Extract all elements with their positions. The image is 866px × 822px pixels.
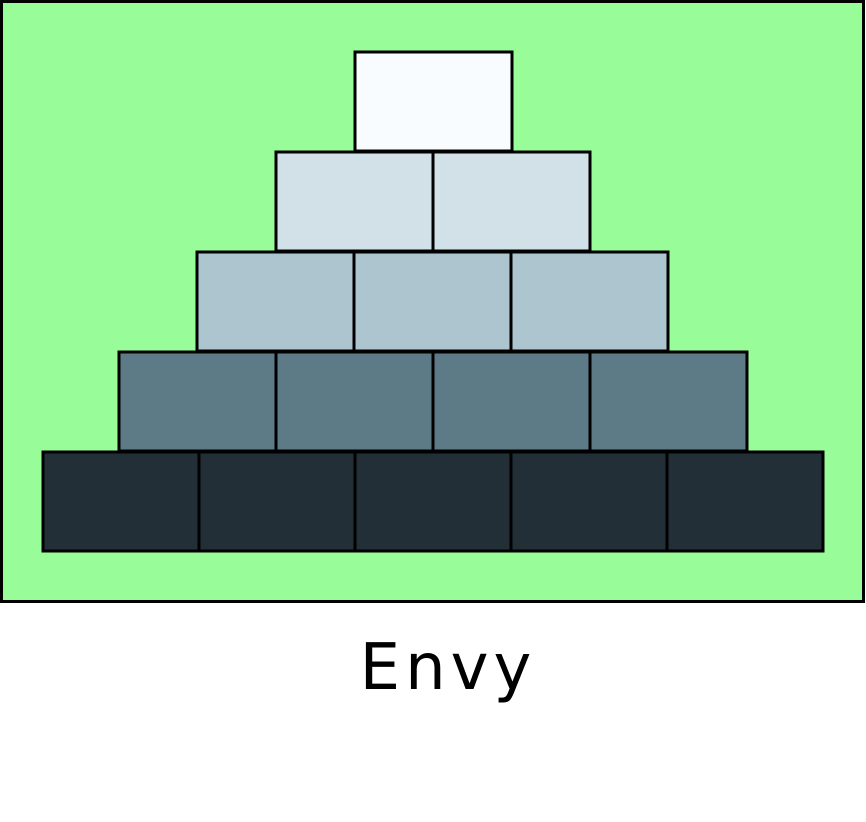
block-pyramid [41,50,825,553]
pyramid-block-row2-1 [274,150,435,253]
pyramid-block-row5-3 [353,450,513,553]
caption-label: Envy [359,631,537,705]
pyramid-block-row5-4 [509,450,669,553]
pyramid-block-row4-1 [117,350,278,453]
pyramid-block-row2-2 [431,150,592,253]
pyramid-block-row4-3 [431,350,592,453]
pyramid-block-row5-2 [197,450,357,553]
pyramid-block-row5-5 [665,450,825,553]
pyramid-block-row5-1 [41,450,201,553]
pyramid-block-row3-2 [352,250,513,353]
pyramid-block-row4-2 [274,350,435,453]
pyramid-block-row3-1 [195,250,356,353]
pyramid-block-row3-3 [509,250,670,353]
pyramid-block-row4-4 [588,350,749,453]
pyramid-block-row1-1 [353,50,514,153]
